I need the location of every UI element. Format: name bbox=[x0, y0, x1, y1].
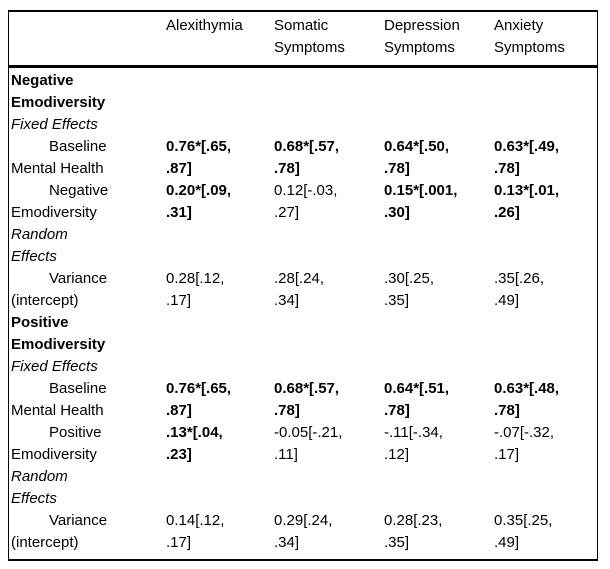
subheader-random-effects-negative: Random Effects bbox=[11, 226, 68, 265]
table-header-row: Alexithymia Somatic Symptoms Depression … bbox=[9, 12, 597, 68]
empty-cell bbox=[274, 224, 384, 268]
value-cell: .13*[.04, .23] bbox=[166, 424, 223, 463]
empty-cell bbox=[166, 70, 274, 114]
value-cell: 0.63*[.49, .78] bbox=[494, 138, 560, 177]
table-body: Negative Emodiversity Fixed Effects Base… bbox=[9, 68, 597, 559]
empty-cell bbox=[384, 224, 494, 268]
value-cell: .30[.25, .35] bbox=[384, 270, 435, 309]
value-cell: 0.15*[.001, .30] bbox=[384, 182, 458, 221]
empty-cell bbox=[166, 114, 274, 136]
value-cell: -.11[-.34, .12] bbox=[384, 424, 443, 463]
value-cell: 0.76*[.65, .87] bbox=[166, 138, 232, 177]
value-cell: .35[.26, .49] bbox=[494, 270, 545, 309]
table-row: Variance (intercept) 0.14[.12, .17] 0.29… bbox=[9, 510, 597, 554]
section-title-negative-emodiversity: Negative Emodiversity bbox=[11, 72, 106, 111]
empty-cell bbox=[166, 356, 274, 378]
column-header-depression-symptoms: Depression Symptoms bbox=[384, 17, 460, 56]
empty-cell bbox=[384, 114, 494, 136]
column-header-anxiety-symptoms: Anxiety Symptoms bbox=[494, 17, 565, 56]
subheader-random-effects-positive: Random Effects bbox=[11, 468, 68, 507]
table-row: Baseline Mental Health 0.76*[.65, .87] 0… bbox=[9, 378, 597, 422]
column-header-empty bbox=[9, 15, 166, 65]
empty-cell bbox=[384, 312, 494, 356]
table-row: Positive Emodiversity bbox=[9, 312, 597, 356]
empty-cell bbox=[494, 312, 597, 356]
column-header-alexithymia: Alexithymia bbox=[166, 17, 243, 34]
table-row: Negative Emodiversity 0.20*[.09, .31] 0.… bbox=[9, 180, 597, 224]
value-cell: 0.68*[.57, .78] bbox=[274, 138, 340, 177]
empty-cell bbox=[384, 356, 494, 378]
value-cell: 0.29[.24, .34] bbox=[274, 512, 333, 551]
empty-cell bbox=[274, 356, 384, 378]
row-label-variance-intercept: Variance (intercept) bbox=[11, 512, 108, 551]
value-cell: 0.14[.12, .17] bbox=[166, 512, 225, 551]
value-cell: 0.20*[.09, .31] bbox=[166, 182, 232, 221]
empty-cell bbox=[494, 70, 597, 114]
value-cell: -.07[-.32, .17] bbox=[494, 424, 555, 463]
empty-cell bbox=[384, 466, 494, 510]
value-cell: .28[.24, .34] bbox=[274, 270, 325, 309]
value-cell: 0.28[.23, .35] bbox=[384, 512, 443, 551]
empty-cell bbox=[384, 70, 494, 114]
row-label-baseline-mental-health: Baseline Mental Health bbox=[11, 138, 107, 177]
row-label-variance-intercept: Variance (intercept) bbox=[11, 270, 108, 309]
value-cell: 0.76*[.65, .87] bbox=[166, 380, 232, 419]
value-cell: 0.64*[.51, .78] bbox=[384, 380, 450, 419]
table-row: Baseline Mental Health 0.76*[.65, .87] 0… bbox=[9, 136, 597, 180]
empty-cell bbox=[166, 224, 274, 268]
empty-cell bbox=[274, 70, 384, 114]
empty-cell bbox=[494, 466, 597, 510]
value-cell: 0.68*[.57, .78] bbox=[274, 380, 340, 419]
value-cell: 0.13*[.01, .26] bbox=[494, 182, 560, 221]
empty-cell bbox=[274, 114, 384, 136]
table-row: Variance (intercept) 0.28[.12, .17] .28[… bbox=[9, 268, 597, 312]
table-row: Random Effects bbox=[9, 466, 597, 510]
value-cell: 0.63*[.48, .78] bbox=[494, 380, 560, 419]
table-row: Negative Emodiversity bbox=[9, 70, 597, 114]
subheader-fixed-effects-negative: Fixed Effects bbox=[11, 116, 98, 133]
empty-cell bbox=[166, 466, 274, 510]
value-cell: 0.35[.25, .49] bbox=[494, 512, 553, 551]
results-table: Alexithymia Somatic Symptoms Depression … bbox=[8, 10, 598, 561]
subheader-fixed-effects-positive: Fixed Effects bbox=[11, 358, 98, 375]
value-cell: 0.64*[.50, .78] bbox=[384, 138, 450, 177]
empty-cell bbox=[494, 224, 597, 268]
empty-cell bbox=[494, 114, 597, 136]
row-label-positive-emodiversity: Positive Emodiversity bbox=[11, 424, 102, 463]
table-row: Fixed Effects bbox=[9, 356, 597, 378]
value-cell: -0.05[-.21, .11] bbox=[274, 424, 343, 463]
empty-cell bbox=[274, 312, 384, 356]
empty-cell bbox=[274, 466, 384, 510]
column-header-somatic-symptoms: Somatic Symptoms bbox=[274, 17, 345, 56]
value-cell: 0.28[.12, .17] bbox=[166, 270, 225, 309]
row-label-negative-emodiversity: Negative Emodiversity bbox=[11, 182, 109, 221]
row-label-baseline-mental-health: Baseline Mental Health bbox=[11, 380, 107, 419]
table-row: Fixed Effects bbox=[9, 114, 597, 136]
section-title-positive-emodiversity: Positive Emodiversity bbox=[11, 314, 106, 353]
table-row: Positive Emodiversity .13*[.04, .23] -0.… bbox=[9, 422, 597, 466]
table-row: Random Effects bbox=[9, 224, 597, 268]
empty-cell bbox=[166, 312, 274, 356]
empty-cell bbox=[494, 356, 597, 378]
value-cell: 0.12[-.03, .27] bbox=[274, 182, 338, 221]
